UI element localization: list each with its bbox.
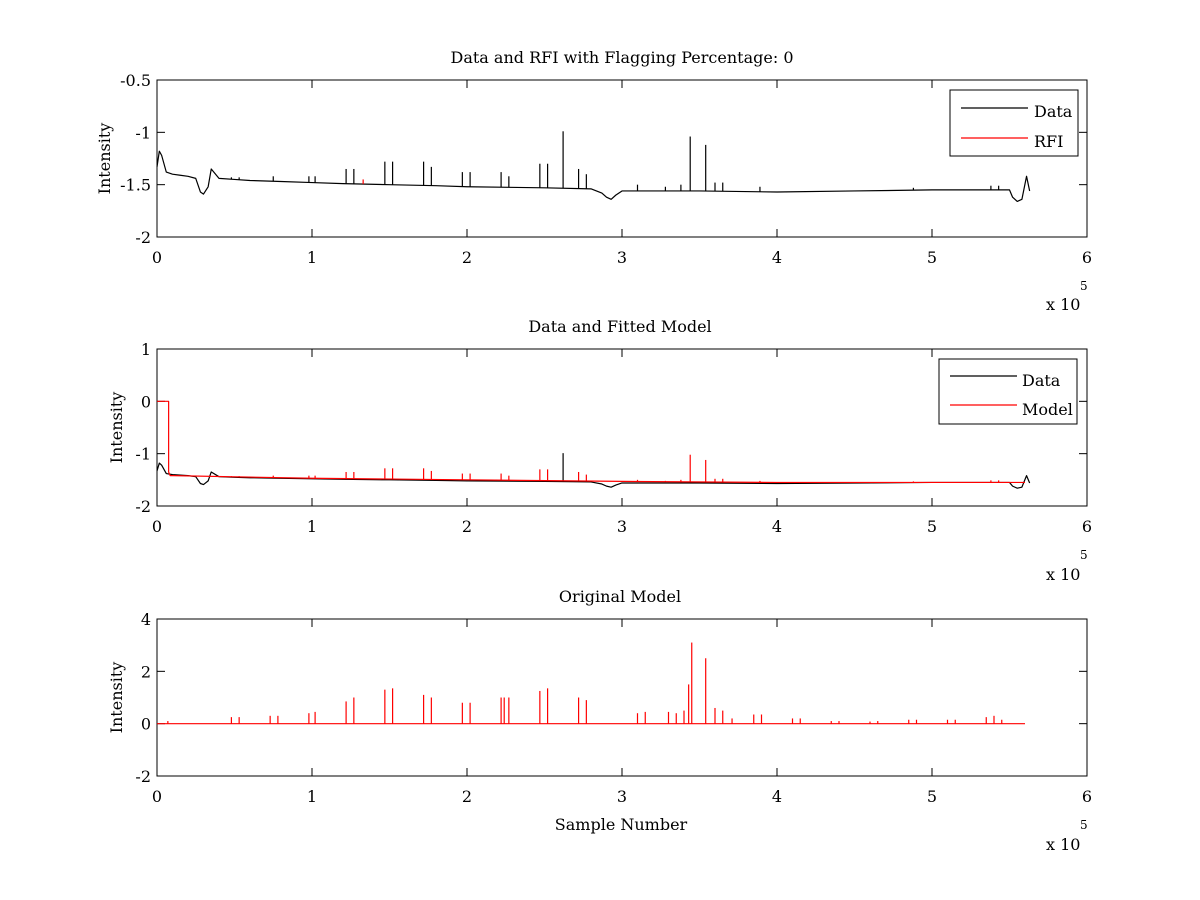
x-tick-label: 1 (307, 517, 317, 536)
plot-area-frame (156, 618, 1088, 777)
x-tick-label: 1 (307, 248, 317, 267)
y-axis-label: Intensity (107, 392, 126, 464)
plot-title: Original Model (559, 587, 681, 606)
x-axis-label: Sample Number (555, 815, 688, 834)
x-tick-label: 3 (617, 517, 627, 536)
x-tick-label: 5 (927, 517, 937, 536)
x-multiplier-base: x 10 (1046, 565, 1080, 584)
x-multiplier-exponent: 5 (1080, 279, 1088, 293)
x-tick-label: 3 (617, 248, 627, 267)
y-tick-label: 2 (141, 662, 151, 681)
x-tick-label: 2 (462, 517, 472, 536)
x-axis-multiplier: x 10 5 (1046, 548, 1088, 584)
axis-ticks: 0 1 2 3 4 5 6 -0.5 -1 -1.5 -2 (120, 71, 1092, 267)
y-tick-label: -2 (135, 497, 151, 516)
x-axis-multiplier: x 10 5 (1046, 279, 1088, 314)
y-tick-label: -0.5 (120, 71, 151, 90)
subplot-data-and-fitted-model: Data and Fitted Model Intensity 0 1 2 3 4 5 6 1… (107, 317, 1092, 584)
x-tick-label: 2 (462, 787, 472, 806)
x-tick-label: 4 (772, 787, 782, 806)
legend-label-data: Data (1022, 371, 1061, 390)
subplot-data-and-rfi: Data and RFI with Flagging Percentage: 0… (95, 48, 1092, 314)
y-tick-label: 4 (141, 610, 151, 629)
legend-box (938, 358, 1078, 425)
series-line-data (156, 150, 1031, 203)
y-tick-label: -1.5 (120, 176, 151, 195)
x-tick-label: 0 (152, 517, 162, 536)
y-tick-label: -1 (135, 445, 151, 464)
series-layer (156, 131, 1031, 203)
legend: Data RFI (949, 89, 1079, 157)
series-line-model (157, 400, 1025, 484)
plot-area-frame (156, 348, 1088, 507)
x-multiplier-exponent: 5 (1080, 818, 1088, 832)
series-layer (157, 642, 1025, 725)
y-axis-label: Intensity (95, 123, 114, 195)
legend-label-data: Data (1034, 102, 1073, 121)
plot-area-frame (156, 79, 1088, 238)
x-multiplier-base: x 10 (1046, 835, 1080, 854)
x-tick-label: 3 (617, 787, 627, 806)
y-tick-label: 0 (141, 392, 151, 411)
legend-label-rfi: RFI (1034, 132, 1063, 151)
y-axis-label: Intensity (107, 662, 126, 734)
x-tick-label: 0 (152, 248, 162, 267)
x-tick-label: 6 (1082, 248, 1092, 267)
legend-box (949, 89, 1079, 157)
x-multiplier-exponent: 5 (1080, 548, 1088, 562)
x-tick-label: 1 (307, 787, 317, 806)
legend-label-model: Model (1022, 400, 1073, 419)
x-tick-label: 5 (927, 787, 937, 806)
x-tick-label: 0 (152, 787, 162, 806)
plot-title: Data and RFI with Flagging Percentage: 0 (450, 48, 793, 67)
x-multiplier-base: x 10 (1046, 295, 1080, 314)
x-tick-label: 6 (1082, 517, 1092, 536)
x-tick-label: 2 (462, 248, 472, 267)
x-tick-label: 4 (772, 517, 782, 536)
y-tick-label: 1 (141, 340, 151, 359)
axis-ticks: 0 1 2 3 4 5 6 1 0 -1 -2 (135, 340, 1092, 536)
x-tick-label: 5 (927, 248, 937, 267)
x-axis-multiplier: x 10 5 (1046, 818, 1088, 854)
y-tick-label: -2 (135, 228, 151, 247)
plot-title: Data and Fitted Model (528, 317, 711, 336)
series-layer (156, 400, 1031, 489)
y-tick-label: -1 (135, 123, 151, 142)
subplot-original-model: Original Model Intensity Sample Number 0… (107, 587, 1092, 854)
x-tick-label: 6 (1082, 787, 1092, 806)
x-tick-label: 4 (772, 248, 782, 267)
y-tick-label: 0 (141, 715, 151, 734)
y-tick-label: -2 (135, 767, 151, 786)
legend: Data Model (938, 358, 1078, 425)
